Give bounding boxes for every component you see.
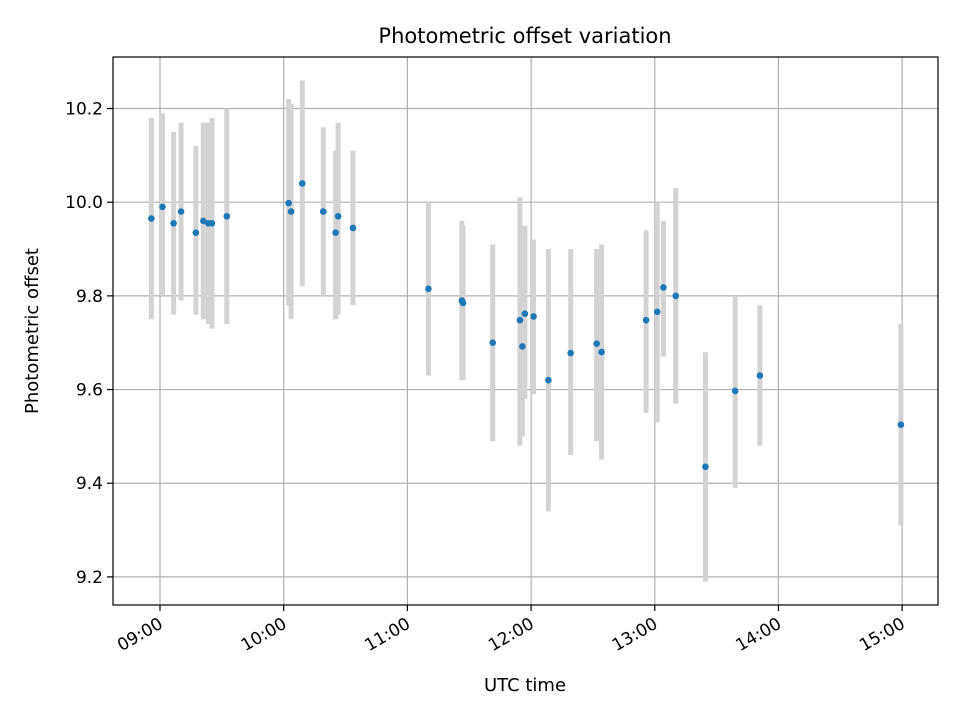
data-point: [660, 284, 667, 291]
data-point: [208, 219, 216, 227]
x-tick-label: 14:00: [733, 614, 785, 656]
data-point: [897, 421, 905, 428]
data-point: [298, 180, 306, 187]
y-tick-label: 9.4: [76, 474, 103, 494]
data-point: [567, 349, 574, 357]
y-tick-label: 9.6: [76, 381, 103, 401]
data-point: [598, 348, 605, 356]
errorbar-series: [148, 80, 904, 582]
x-tick-label: 11:00: [361, 614, 413, 656]
x-tick-label: 12:00: [485, 614, 537, 656]
data-point: [287, 208, 295, 215]
data-point: [332, 229, 339, 236]
x-axis-label: UTC time: [484, 675, 566, 696]
data-point: [459, 299, 467, 307]
y-tick-label: 9.8: [76, 287, 103, 307]
plot-frame: [112, 56, 939, 606]
data-point: [223, 212, 231, 220]
y-tick-label: 10.0: [65, 193, 103, 213]
chart-title: Photometric offset variation: [378, 24, 671, 48]
data-point: [653, 308, 661, 316]
data-point: [177, 208, 185, 215]
data-point: [756, 372, 764, 379]
x-tick-label: 10:00: [238, 614, 290, 656]
data-point: [593, 340, 600, 347]
data-point: [672, 292, 680, 300]
data-point: [159, 203, 166, 211]
data-point: [519, 343, 526, 350]
data-point: [192, 229, 200, 236]
y-tick-label: 9.2: [76, 568, 103, 588]
data-point: [489, 339, 497, 347]
data-point: [642, 316, 650, 324]
data-point: [731, 387, 739, 395]
data-point: [516, 316, 524, 324]
data-point: [334, 212, 342, 220]
data-point: [530, 313, 537, 320]
data-point: [148, 215, 155, 222]
x-tick-label: 09:00: [114, 614, 166, 656]
data-point: [170, 219, 177, 227]
data-point: [545, 376, 552, 384]
data-point: [425, 285, 432, 293]
data-point: [319, 208, 327, 215]
data-point: [349, 224, 357, 232]
x-tick-label: 13:00: [609, 614, 661, 656]
x-axis-ticks: 09:00 10:00 11:00 12:00 13:00 14:00 15:00: [114, 605, 909, 656]
x-tick-label: 15:00: [856, 614, 908, 656]
data-point: [285, 199, 292, 207]
data-point: [199, 217, 207, 225]
data-point: [521, 310, 529, 317]
data-point: [702, 463, 709, 471]
data-point-series: [148, 180, 905, 471]
y-tick-label: 10.2: [65, 100, 103, 120]
y-axis-ticks: 9.2 9.4 9.6 9.8 10.0 10.2: [65, 100, 113, 588]
y-axis-label: Photometric offset: [22, 248, 43, 414]
